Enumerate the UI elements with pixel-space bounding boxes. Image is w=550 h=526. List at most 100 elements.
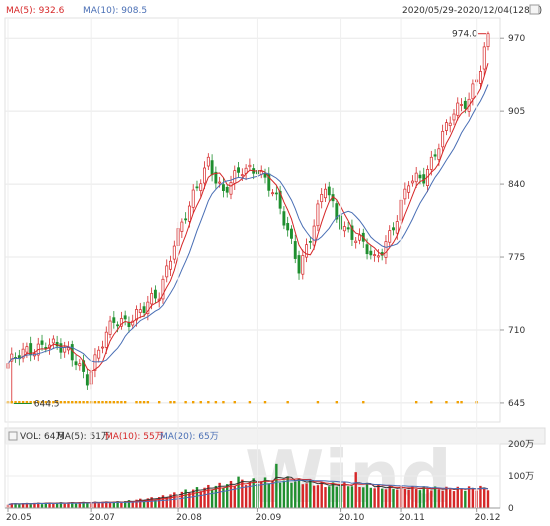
price-y-tick-label: 775 bbox=[508, 253, 525, 263]
volume-bar bbox=[343, 482, 346, 508]
candle-body bbox=[74, 361, 78, 366]
signal-marker bbox=[63, 401, 66, 404]
volume-y-tick-label: 0 bbox=[508, 504, 514, 514]
volume-bar bbox=[241, 479, 244, 508]
volume-bar bbox=[422, 486, 425, 508]
volume-bar bbox=[441, 490, 444, 508]
candle-body bbox=[444, 122, 448, 131]
candle-body bbox=[203, 167, 206, 184]
volume-bar bbox=[297, 478, 301, 508]
signal-marker bbox=[460, 401, 463, 404]
signal-marker bbox=[456, 401, 459, 404]
volume-bar bbox=[199, 491, 202, 508]
volume-bar bbox=[108, 503, 112, 508]
candle-body bbox=[308, 241, 312, 243]
candle-body bbox=[233, 170, 237, 184]
volume-bar bbox=[154, 499, 157, 508]
volume-bar bbox=[320, 482, 323, 508]
candle-body bbox=[240, 174, 244, 177]
volume-bar bbox=[210, 489, 214, 508]
candle-body bbox=[407, 185, 411, 193]
signal-marker bbox=[316, 401, 320, 404]
date-range-label: 2020/05/29-2020/12/04(128日) bbox=[402, 5, 542, 16]
signal-marker bbox=[33, 401, 36, 404]
signal-marker bbox=[214, 401, 218, 404]
price-y-ticks: 645 710 775 840 905 970 bbox=[500, 34, 525, 409]
signal-marker bbox=[286, 401, 289, 404]
volume-bar bbox=[365, 483, 369, 508]
volume-bar bbox=[222, 487, 225, 508]
volume-bar bbox=[324, 487, 327, 508]
volume-bar bbox=[71, 502, 74, 508]
volume-bar bbox=[377, 484, 380, 508]
signal-marker bbox=[82, 401, 85, 404]
volume-bar bbox=[430, 490, 433, 508]
candle-body bbox=[67, 347, 70, 351]
candle-body bbox=[63, 346, 67, 353]
signal-marker bbox=[97, 401, 100, 404]
volume-bar bbox=[278, 482, 282, 508]
volume-bar bbox=[418, 490, 422, 508]
volume-bar bbox=[354, 472, 357, 508]
volume-bar bbox=[384, 489, 388, 508]
candle-body bbox=[290, 228, 293, 239]
candle-body bbox=[395, 221, 399, 234]
volume-bar bbox=[10, 503, 13, 508]
settings-checkbox[interactable] bbox=[529, 4, 540, 15]
candle-body bbox=[101, 346, 104, 349]
candle-body bbox=[195, 186, 199, 189]
candle-body bbox=[301, 255, 305, 275]
price-legend: MA(5): 932.6 MA(10): 908.5 bbox=[6, 6, 147, 16]
candle-body bbox=[225, 186, 229, 193]
volume-bar bbox=[392, 488, 395, 508]
candle-body bbox=[418, 174, 422, 179]
volume-bar bbox=[180, 491, 184, 508]
signal-marker bbox=[18, 401, 21, 404]
candle-body bbox=[51, 338, 55, 344]
candle-body bbox=[441, 130, 445, 148]
volume-bar bbox=[407, 489, 410, 508]
volume-bar bbox=[471, 488, 475, 508]
signal-marker bbox=[74, 401, 78, 404]
signal-marker bbox=[105, 401, 108, 404]
candle-body bbox=[248, 164, 252, 168]
volume-bar bbox=[139, 498, 142, 508]
volume-bar bbox=[78, 502, 82, 508]
candle-body bbox=[297, 255, 301, 274]
candle-body bbox=[354, 240, 358, 243]
volume-bar bbox=[157, 497, 161, 508]
volume-bar bbox=[112, 501, 116, 508]
candle-body bbox=[327, 186, 331, 196]
candle-body bbox=[123, 315, 127, 320]
volume-bar bbox=[350, 486, 354, 508]
price-y-tick-label: 840 bbox=[508, 180, 525, 190]
x-tick-label: 20.08 bbox=[176, 513, 202, 523]
signal-marker bbox=[44, 401, 47, 404]
signal-marker bbox=[67, 401, 70, 404]
candle-body bbox=[131, 320, 135, 326]
candle-body bbox=[237, 167, 241, 173]
signal-marker bbox=[362, 401, 365, 404]
volume-bar bbox=[388, 485, 391, 508]
volume-bar bbox=[271, 480, 274, 508]
volume-bar bbox=[312, 485, 316, 508]
volume-bar bbox=[437, 489, 441, 508]
signal-marker bbox=[139, 401, 142, 404]
signal-marker bbox=[135, 401, 138, 404]
candle-body bbox=[448, 122, 452, 126]
candle-body bbox=[172, 245, 176, 260]
volume-bar bbox=[218, 482, 221, 508]
candle-body bbox=[486, 33, 490, 48]
volume-ma-lines bbox=[7, 476, 489, 506]
volume-bar bbox=[286, 476, 289, 508]
volume-checkbox[interactable] bbox=[8, 431, 18, 441]
signal-marker bbox=[207, 401, 210, 404]
volume-bar bbox=[29, 504, 32, 508]
signal-marker bbox=[101, 401, 104, 404]
candle-body bbox=[471, 83, 475, 100]
candle-body bbox=[97, 349, 101, 359]
signal-marker bbox=[120, 401, 123, 404]
candle-body bbox=[138, 309, 142, 313]
candle-body bbox=[40, 340, 44, 345]
signal-marker bbox=[123, 401, 127, 404]
